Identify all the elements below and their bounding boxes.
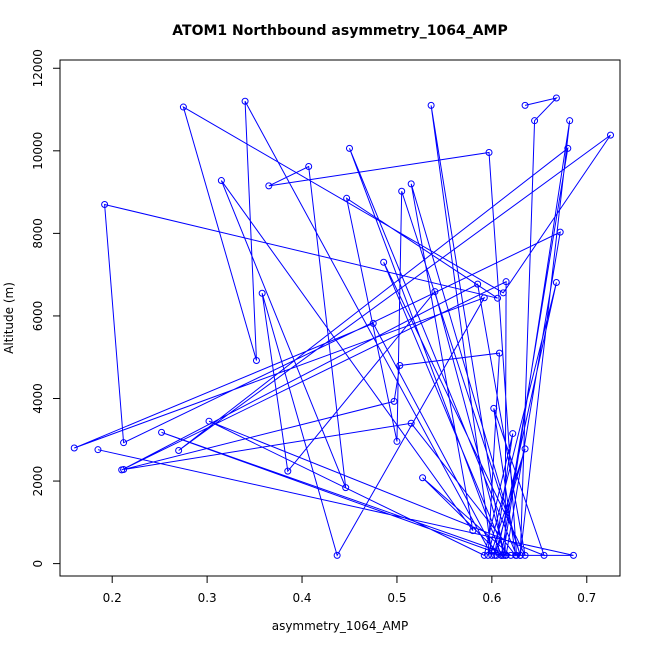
data-point bbox=[284, 467, 292, 475]
data-point bbox=[419, 474, 427, 482]
data-point bbox=[474, 280, 482, 288]
data-point bbox=[521, 445, 529, 453]
data-point bbox=[252, 357, 260, 365]
data-point bbox=[502, 278, 510, 286]
data-point bbox=[521, 551, 529, 559]
data-point bbox=[540, 551, 548, 559]
data-point bbox=[345, 144, 353, 152]
data-point bbox=[480, 551, 488, 559]
data-point bbox=[552, 279, 560, 286]
data-point bbox=[120, 439, 128, 447]
data-point bbox=[516, 551, 524, 559]
x-tick-label: 0.5 bbox=[387, 591, 406, 605]
data-point bbox=[343, 194, 351, 202]
plot-frame bbox=[59, 59, 621, 577]
data-point bbox=[499, 551, 507, 559]
y-tick-label: 8000 bbox=[31, 218, 45, 249]
data-point bbox=[390, 397, 398, 405]
data-point bbox=[488, 547, 496, 555]
data-point bbox=[521, 101, 529, 109]
data-point bbox=[333, 551, 341, 559]
x-tick-label: 0.2 bbox=[103, 591, 122, 605]
y-tick-label: 0 bbox=[31, 560, 45, 568]
data-point bbox=[407, 180, 415, 188]
data-point bbox=[258, 289, 266, 297]
x-tick-label: 0.6 bbox=[482, 591, 501, 605]
data-point bbox=[305, 163, 313, 170]
data-point bbox=[499, 289, 507, 297]
x-tick-label: 0.4 bbox=[292, 591, 311, 605]
series-line bbox=[74, 97, 611, 558]
data-point bbox=[566, 117, 574, 125]
data-point bbox=[552, 94, 560, 102]
x-axis-label: asymmetry_1064_AMP bbox=[272, 619, 409, 633]
data-point bbox=[369, 319, 377, 327]
data-point bbox=[484, 551, 492, 559]
data-point bbox=[70, 444, 78, 452]
y-tick-label: 2000 bbox=[31, 466, 45, 497]
data-point bbox=[241, 97, 249, 105]
data-point bbox=[480, 294, 488, 302]
data-point bbox=[342, 484, 350, 492]
data-point bbox=[101, 200, 109, 208]
data-point bbox=[485, 148, 493, 156]
data-point bbox=[398, 187, 406, 195]
y-axis-label: Altitude (m) bbox=[2, 282, 16, 354]
series-layer bbox=[70, 94, 615, 559]
data-point bbox=[488, 551, 496, 559]
y-tick-label: 10000 bbox=[31, 132, 45, 170]
data-point bbox=[531, 117, 539, 125]
x-axis: 0.2 0.3 0.4 0.5 0.6 0.7 bbox=[103, 576, 596, 605]
data-point bbox=[120, 466, 128, 473]
data-point bbox=[175, 447, 183, 455]
data-point bbox=[380, 258, 388, 266]
y-tick-label: 12000 bbox=[31, 49, 45, 87]
data-point bbox=[427, 101, 435, 109]
data-point bbox=[569, 551, 577, 559]
data-point bbox=[431, 288, 439, 296]
data-point bbox=[564, 144, 572, 152]
y-tick-label: 4000 bbox=[31, 383, 45, 414]
data-point bbox=[509, 430, 517, 438]
data-point bbox=[407, 419, 415, 427]
data-point bbox=[494, 294, 502, 302]
data-point bbox=[393, 437, 401, 445]
data-point bbox=[507, 551, 515, 559]
data-point bbox=[495, 349, 503, 357]
x-tick-label: 0.7 bbox=[577, 591, 596, 605]
data-point bbox=[217, 177, 225, 185]
data-point bbox=[490, 404, 498, 412]
data-point bbox=[469, 527, 477, 535]
data-point bbox=[94, 446, 102, 454]
data-point bbox=[607, 131, 615, 139]
y-axis: 0 2000 4000 6000 8000 10000 12000 bbox=[31, 49, 60, 567]
data-point bbox=[396, 361, 404, 369]
data-point bbox=[265, 182, 273, 190]
data-point bbox=[493, 551, 501, 559]
data-point bbox=[205, 417, 213, 425]
x-tick-label: 0.3 bbox=[198, 591, 217, 605]
data-point bbox=[179, 103, 187, 111]
data-point bbox=[497, 551, 505, 559]
chart-title: ATOM1 Northbound asymmetry_1064_AMP bbox=[172, 23, 507, 39]
data-point bbox=[158, 428, 166, 436]
y-tick-label: 6000 bbox=[31, 301, 45, 332]
data-point bbox=[556, 228, 564, 236]
data-point bbox=[512, 551, 520, 559]
